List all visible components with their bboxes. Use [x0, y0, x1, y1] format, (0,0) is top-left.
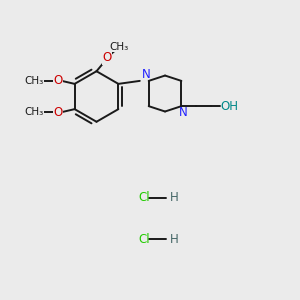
- Text: O: O: [54, 74, 63, 87]
- Text: H: H: [169, 191, 178, 204]
- Text: CH₃: CH₃: [24, 76, 44, 86]
- Text: Cl: Cl: [138, 233, 150, 246]
- Text: N: N: [178, 106, 187, 119]
- Text: Cl: Cl: [138, 191, 150, 204]
- Text: O: O: [54, 106, 63, 118]
- Text: OH: OH: [220, 100, 238, 113]
- Text: O: O: [102, 51, 112, 64]
- Text: H: H: [169, 233, 178, 246]
- Text: N: N: [142, 68, 151, 81]
- Text: CH₃: CH₃: [24, 107, 44, 117]
- Text: CH₃: CH₃: [110, 42, 129, 52]
